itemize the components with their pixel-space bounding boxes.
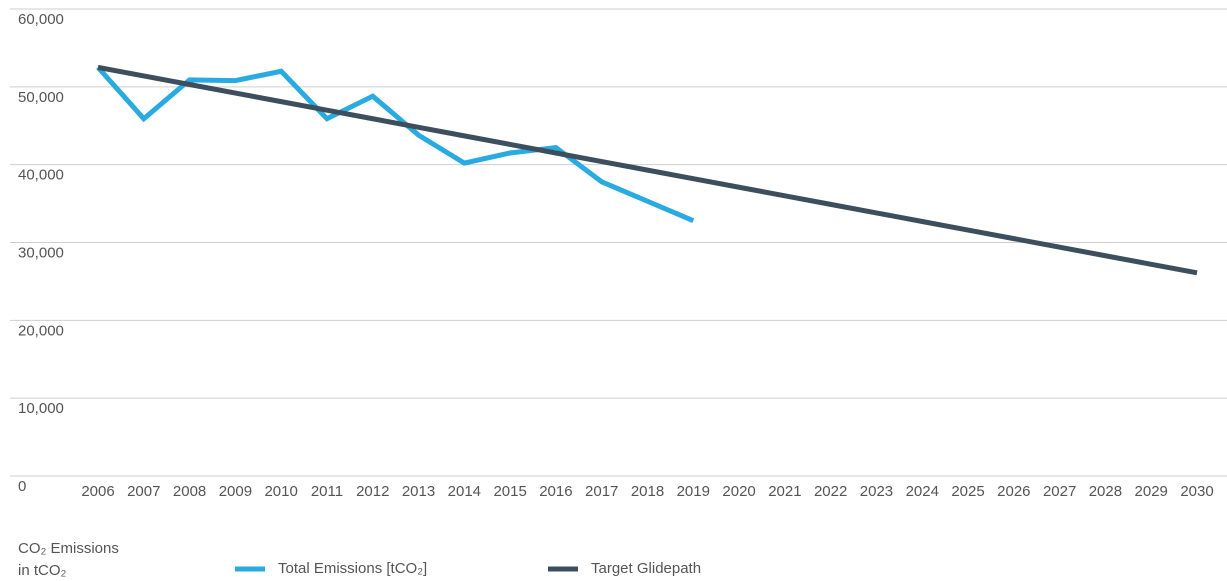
x-tick-label: 2018 [631,483,664,500]
y-tick-label: 20,000 [18,322,64,339]
x-tick-label: 2024 [906,483,939,500]
legend-label: Target Glidepath [591,560,701,577]
x-tick-label: 2010 [264,483,297,500]
x-tick-label: 2023 [860,483,893,500]
x-tick-label: 2022 [814,483,847,500]
x-tick-label: 2016 [539,483,572,500]
x-tick-label: 2014 [448,483,481,500]
y-axis-label: CO₂ Emissions [18,540,119,557]
x-tick-label: 2011 [311,483,343,500]
series-line [96,65,695,224]
x-tick-label: 2007 [127,483,160,500]
x-tick-label: 2029 [1135,483,1168,500]
x-tick-label: 2027 [1043,483,1076,500]
x-tick-label: 2012 [356,483,389,500]
x-tick-label: 2009 [219,483,252,500]
x-tick-label: 2030 [1180,483,1213,500]
y-tick-label: 60,000 [18,11,64,28]
legend-label: Total Emissions [tCO₂] [278,560,427,577]
y-tick-label: 40,000 [18,167,64,184]
y-axis-label: in tCO₂ [18,562,67,579]
y-tick-label: 0 [18,478,26,495]
x-tick-label: 2006 [81,483,114,500]
y-tick-label: 10,000 [18,400,64,417]
series-line [97,64,1198,276]
x-tick-label: 2021 [768,483,801,500]
y-tick-label: 50,000 [18,89,64,106]
x-tick-label: 2026 [997,483,1030,500]
x-tick-label: 2020 [722,483,755,500]
x-tick-label: 2025 [951,483,984,500]
x-tick-label: 2028 [1089,483,1122,500]
x-tick-label: 2015 [493,483,526,500]
x-tick-label: 2019 [677,483,710,500]
y-tick-label: 30,000 [18,244,64,261]
x-tick-label: 2008 [173,483,206,500]
x-tick-label: 2017 [585,483,618,500]
x-tick-label: 2013 [402,483,435,500]
